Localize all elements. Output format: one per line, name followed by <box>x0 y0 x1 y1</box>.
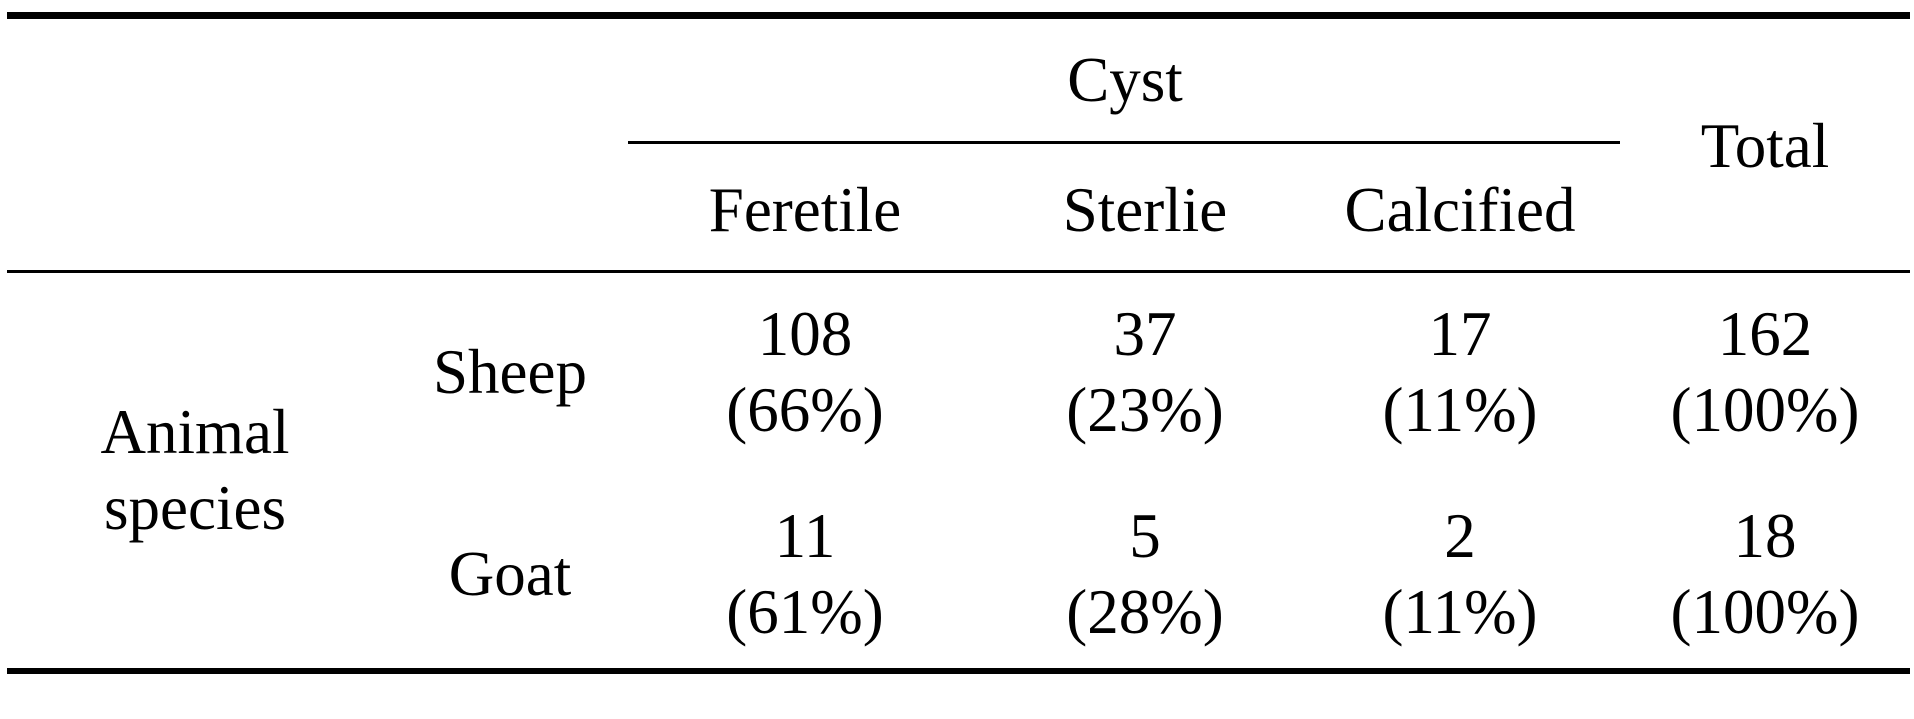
cell-count: 108 <box>757 299 853 369</box>
row-label-goat: Goat <box>448 539 572 609</box>
cyst-group-header: Cyst <box>1067 45 1183 115</box>
column-header-feretile: Feretile <box>708 175 902 245</box>
cell-count: 5 <box>1129 501 1161 571</box>
table-cell: 2 (11%) <box>1290 498 1630 650</box>
cell-percent: (11%) <box>1382 375 1538 445</box>
table-cell: 108 (66%) <box>640 296 970 448</box>
total-cell: 162 (100%) <box>1620 296 1910 448</box>
total-header: Total <box>1700 111 1830 181</box>
total-count: 162 <box>1717 299 1813 369</box>
total-count: 18 <box>1733 501 1797 571</box>
cell-count: 37 <box>1113 299 1177 369</box>
table-top-rule <box>7 12 1910 19</box>
row-group-label-line2: species <box>104 473 286 543</box>
table-cell: 11 (61%) <box>640 498 970 650</box>
cyst-group-rule <box>628 141 1620 144</box>
row-group-label: Animal species <box>40 394 350 546</box>
cell-percent: (23%) <box>1066 375 1224 445</box>
total-percent: (100%) <box>1670 577 1860 647</box>
total-percent: (100%) <box>1670 375 1860 445</box>
cell-count: 17 <box>1428 299 1492 369</box>
table-cell: 17 (11%) <box>1290 296 1630 448</box>
table-cell: 5 (28%) <box>980 498 1310 650</box>
table-header-rule <box>7 270 1910 273</box>
row-label-sheep: Sheep <box>433 337 587 407</box>
cell-percent: (11%) <box>1382 577 1538 647</box>
table-bottom-rule <box>7 668 1910 674</box>
table-cell: 37 (23%) <box>980 296 1310 448</box>
cell-percent: (28%) <box>1066 577 1224 647</box>
cell-count: 11 <box>774 501 836 571</box>
row-group-label-line1: Animal <box>100 397 290 467</box>
column-header-sterlie: Sterlie <box>1062 175 1228 245</box>
column-header-calcified: Calcified <box>1344 175 1576 245</box>
cell-percent: (61%) <box>726 577 884 647</box>
cell-percent: (66%) <box>726 375 884 445</box>
cell-count: 2 <box>1444 501 1476 571</box>
total-cell: 18 (100%) <box>1620 498 1910 650</box>
